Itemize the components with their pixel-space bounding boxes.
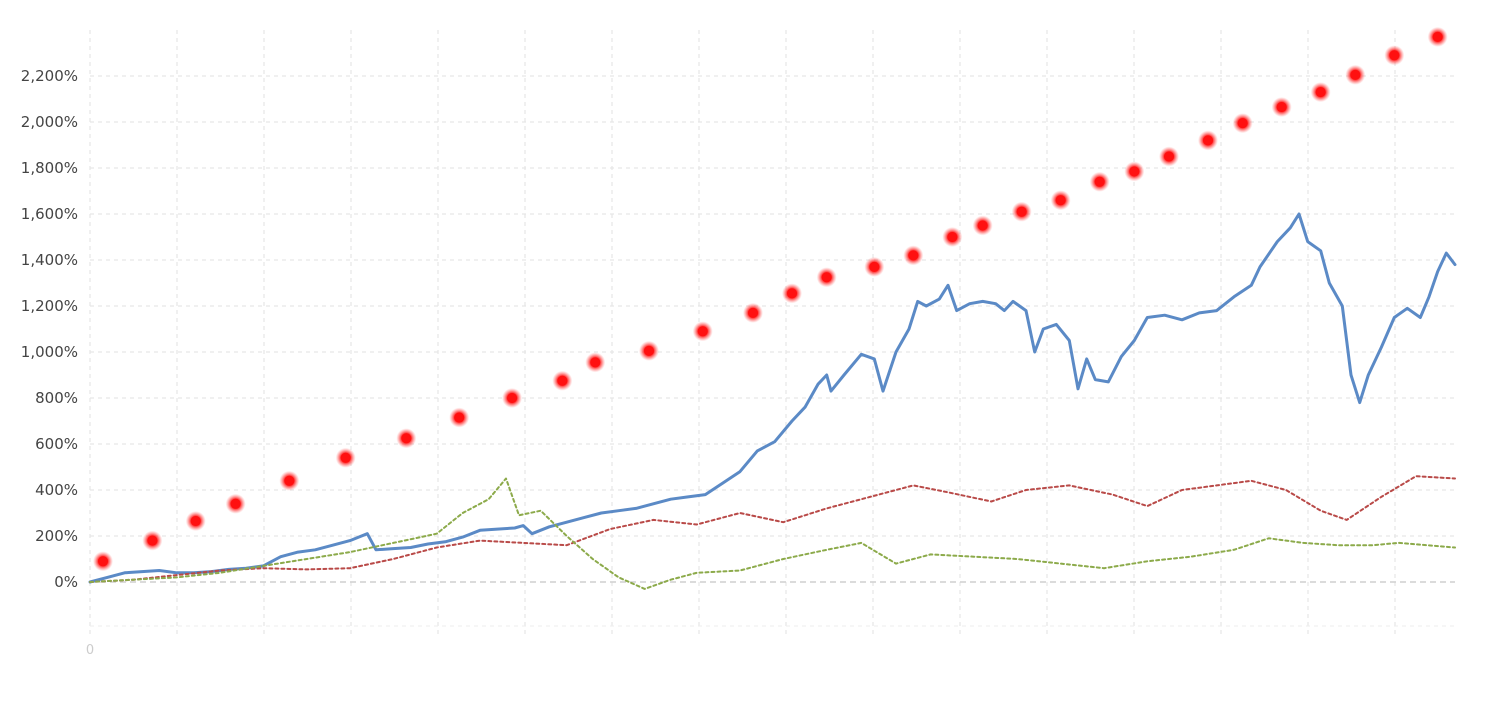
series-line-solid	[88, 212, 1457, 584]
y-tick-label: 2,000%	[21, 113, 78, 131]
data-point-marker-core	[697, 326, 708, 337]
data-point-marker-core	[748, 307, 758, 318]
data-point-marker-core	[1350, 69, 1361, 80]
x-axis-tick-labels: 0	[86, 643, 94, 658]
data-point-marker-core	[98, 556, 108, 567]
data-point-marker-core	[1389, 50, 1400, 61]
data-point-marker-core	[507, 393, 518, 403]
data-point-marker-core	[1276, 102, 1287, 113]
data-point-marker-core	[1055, 195, 1066, 206]
data-point-marker-core	[1016, 206, 1027, 217]
data-point-marker-core	[1129, 166, 1140, 177]
data-point-marker-core	[1315, 87, 1326, 98]
y-tick-label: 1,600%	[21, 205, 78, 223]
data-point-marker-core	[230, 498, 241, 509]
data-point-marker-core	[869, 261, 880, 272]
data-point-marker-core	[977, 220, 988, 231]
data-point-marker-core	[147, 535, 158, 546]
data-point-marker-core	[454, 412, 465, 423]
data-point-marker-core	[590, 357, 601, 368]
data-point-marker-core	[1432, 31, 1443, 42]
data-point-marker-core	[908, 250, 919, 261]
y-tick-label: 1,800%	[21, 159, 78, 177]
series	[88, 26, 1457, 590]
y-tick-label: 2,200%	[21, 67, 78, 85]
data-point-marker-core	[1237, 118, 1248, 129]
data-point-marker-core	[821, 272, 832, 283]
series-line-dotted	[89, 475, 1456, 583]
y-tick-label: 0%	[54, 573, 78, 591]
y-tick-label: 1,400%	[21, 251, 78, 269]
data-point-marker-core	[284, 475, 295, 486]
y-tick-label: 600%	[35, 435, 78, 453]
x-tick-label: 0	[86, 643, 94, 658]
y-tick-label: 200%	[35, 527, 78, 545]
series-line-dotted	[89, 477, 1456, 590]
y-tick-label: 800%	[35, 389, 78, 407]
data-point-marker-core	[947, 232, 958, 242]
data-point-marker-core	[644, 345, 654, 356]
data-point-marker-core	[1203, 135, 1213, 146]
data-point-marker-core	[557, 375, 568, 386]
y-tick-label: 1,000%	[21, 343, 78, 361]
data-point-marker-core	[401, 433, 412, 444]
series-markers	[93, 26, 1448, 572]
data-point-marker-core	[1094, 176, 1105, 187]
data-point-marker-core	[787, 288, 797, 299]
y-axis-tick-labels: 0% 200% 400% 600% 800% 1,000% 1,200% 1,400% 1,60…	[21, 67, 78, 591]
data-point-marker-core	[190, 516, 201, 527]
data-point-marker-core	[1164, 151, 1174, 162]
data-point-marker-core	[340, 452, 351, 463]
y-tick-label: 400%	[35, 481, 78, 499]
y-tick-label: 1,200%	[21, 297, 78, 315]
